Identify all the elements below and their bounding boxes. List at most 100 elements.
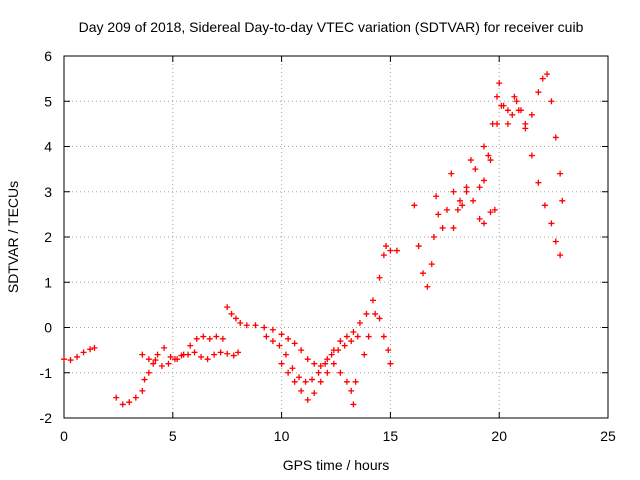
data-point (513, 98, 520, 105)
data-point (522, 125, 529, 132)
y-tick-label: 6 (44, 48, 52, 64)
data-point (383, 243, 390, 250)
data-point (380, 333, 387, 340)
data-point (322, 360, 329, 367)
data-point (428, 261, 435, 268)
data-point (165, 360, 172, 367)
data-point (494, 93, 501, 100)
data-point (369, 297, 376, 304)
grid (64, 56, 608, 418)
data-point (243, 322, 250, 329)
y-tick-label: -1 (40, 365, 53, 381)
data-point (463, 188, 470, 195)
data-point (171, 356, 178, 363)
data-point (328, 351, 335, 358)
data-point (291, 340, 298, 347)
data-point (158, 362, 165, 369)
data-point (224, 304, 231, 311)
data-point (548, 220, 555, 227)
data-point (485, 152, 492, 159)
data-point (167, 353, 174, 360)
data-point (450, 224, 457, 231)
data-point (217, 349, 224, 356)
data-point (80, 349, 87, 356)
data-point (61, 356, 67, 363)
data-point (145, 356, 152, 363)
data-point (150, 360, 157, 367)
data-point (74, 353, 81, 360)
x-tick-label: 5 (169, 428, 177, 444)
data-point (467, 157, 474, 164)
data-point (480, 220, 487, 227)
data-point (343, 378, 350, 385)
data-point (298, 347, 305, 354)
data-point (311, 360, 318, 367)
data-point (261, 324, 268, 331)
data-point (185, 351, 192, 358)
data-point (200, 333, 207, 340)
data-point (448, 170, 455, 177)
data-point (476, 184, 483, 191)
data-point (235, 349, 242, 356)
data-point (219, 335, 226, 342)
data-point (285, 335, 292, 342)
y-tick-label: 5 (44, 93, 52, 109)
data-point (552, 238, 559, 245)
data-point (548, 98, 555, 105)
data-points (61, 71, 566, 408)
y-tick-label: 3 (44, 184, 52, 200)
data-point (317, 378, 324, 385)
data-point (348, 387, 355, 394)
data-point (311, 390, 318, 397)
x-tick-label: 10 (274, 428, 290, 444)
data-point (387, 360, 394, 367)
data-point (337, 338, 344, 345)
data-point (487, 157, 494, 164)
y-tick-label: 2 (44, 229, 52, 245)
y-tick-label: 0 (44, 320, 52, 336)
data-point (356, 319, 363, 326)
data-point (237, 319, 244, 326)
data-point (224, 350, 231, 357)
data-point (541, 202, 548, 209)
data-point (515, 107, 522, 114)
data-point (141, 376, 148, 383)
data-point (354, 333, 361, 340)
data-point (494, 120, 501, 127)
data-point (504, 107, 511, 114)
y-axis-label: SDTVAR / TECUs (5, 181, 21, 293)
data-point (457, 197, 464, 204)
data-point (476, 215, 483, 222)
data-point (557, 252, 564, 259)
data-point (424, 283, 431, 290)
data-point (433, 193, 440, 200)
data-point (154, 351, 161, 358)
data-point (211, 351, 218, 358)
data-point (539, 75, 546, 82)
axis-ticks: 0 5 10 15 20 25 -2 -1 0 1 2 3 4 5 6 (40, 48, 616, 444)
data-point (178, 352, 185, 359)
data-point (302, 378, 309, 385)
data-point (365, 333, 372, 340)
data-point (296, 374, 303, 381)
data-point (511, 93, 518, 100)
data-point (387, 247, 394, 254)
data-point (385, 347, 392, 354)
data-point (191, 349, 198, 356)
data-point (187, 342, 194, 349)
data-point (91, 344, 98, 351)
data-point (420, 270, 427, 277)
data-point (557, 170, 564, 177)
data-point (315, 369, 322, 376)
data-point (496, 80, 503, 87)
data-point (139, 351, 146, 358)
x-axis-label: GPS time / hours (283, 457, 390, 473)
data-point (139, 387, 146, 394)
data-point (335, 347, 342, 354)
data-point (535, 89, 542, 96)
data-point (363, 310, 370, 317)
data-point (361, 351, 368, 358)
data-point (498, 102, 505, 109)
data-point (352, 378, 359, 385)
